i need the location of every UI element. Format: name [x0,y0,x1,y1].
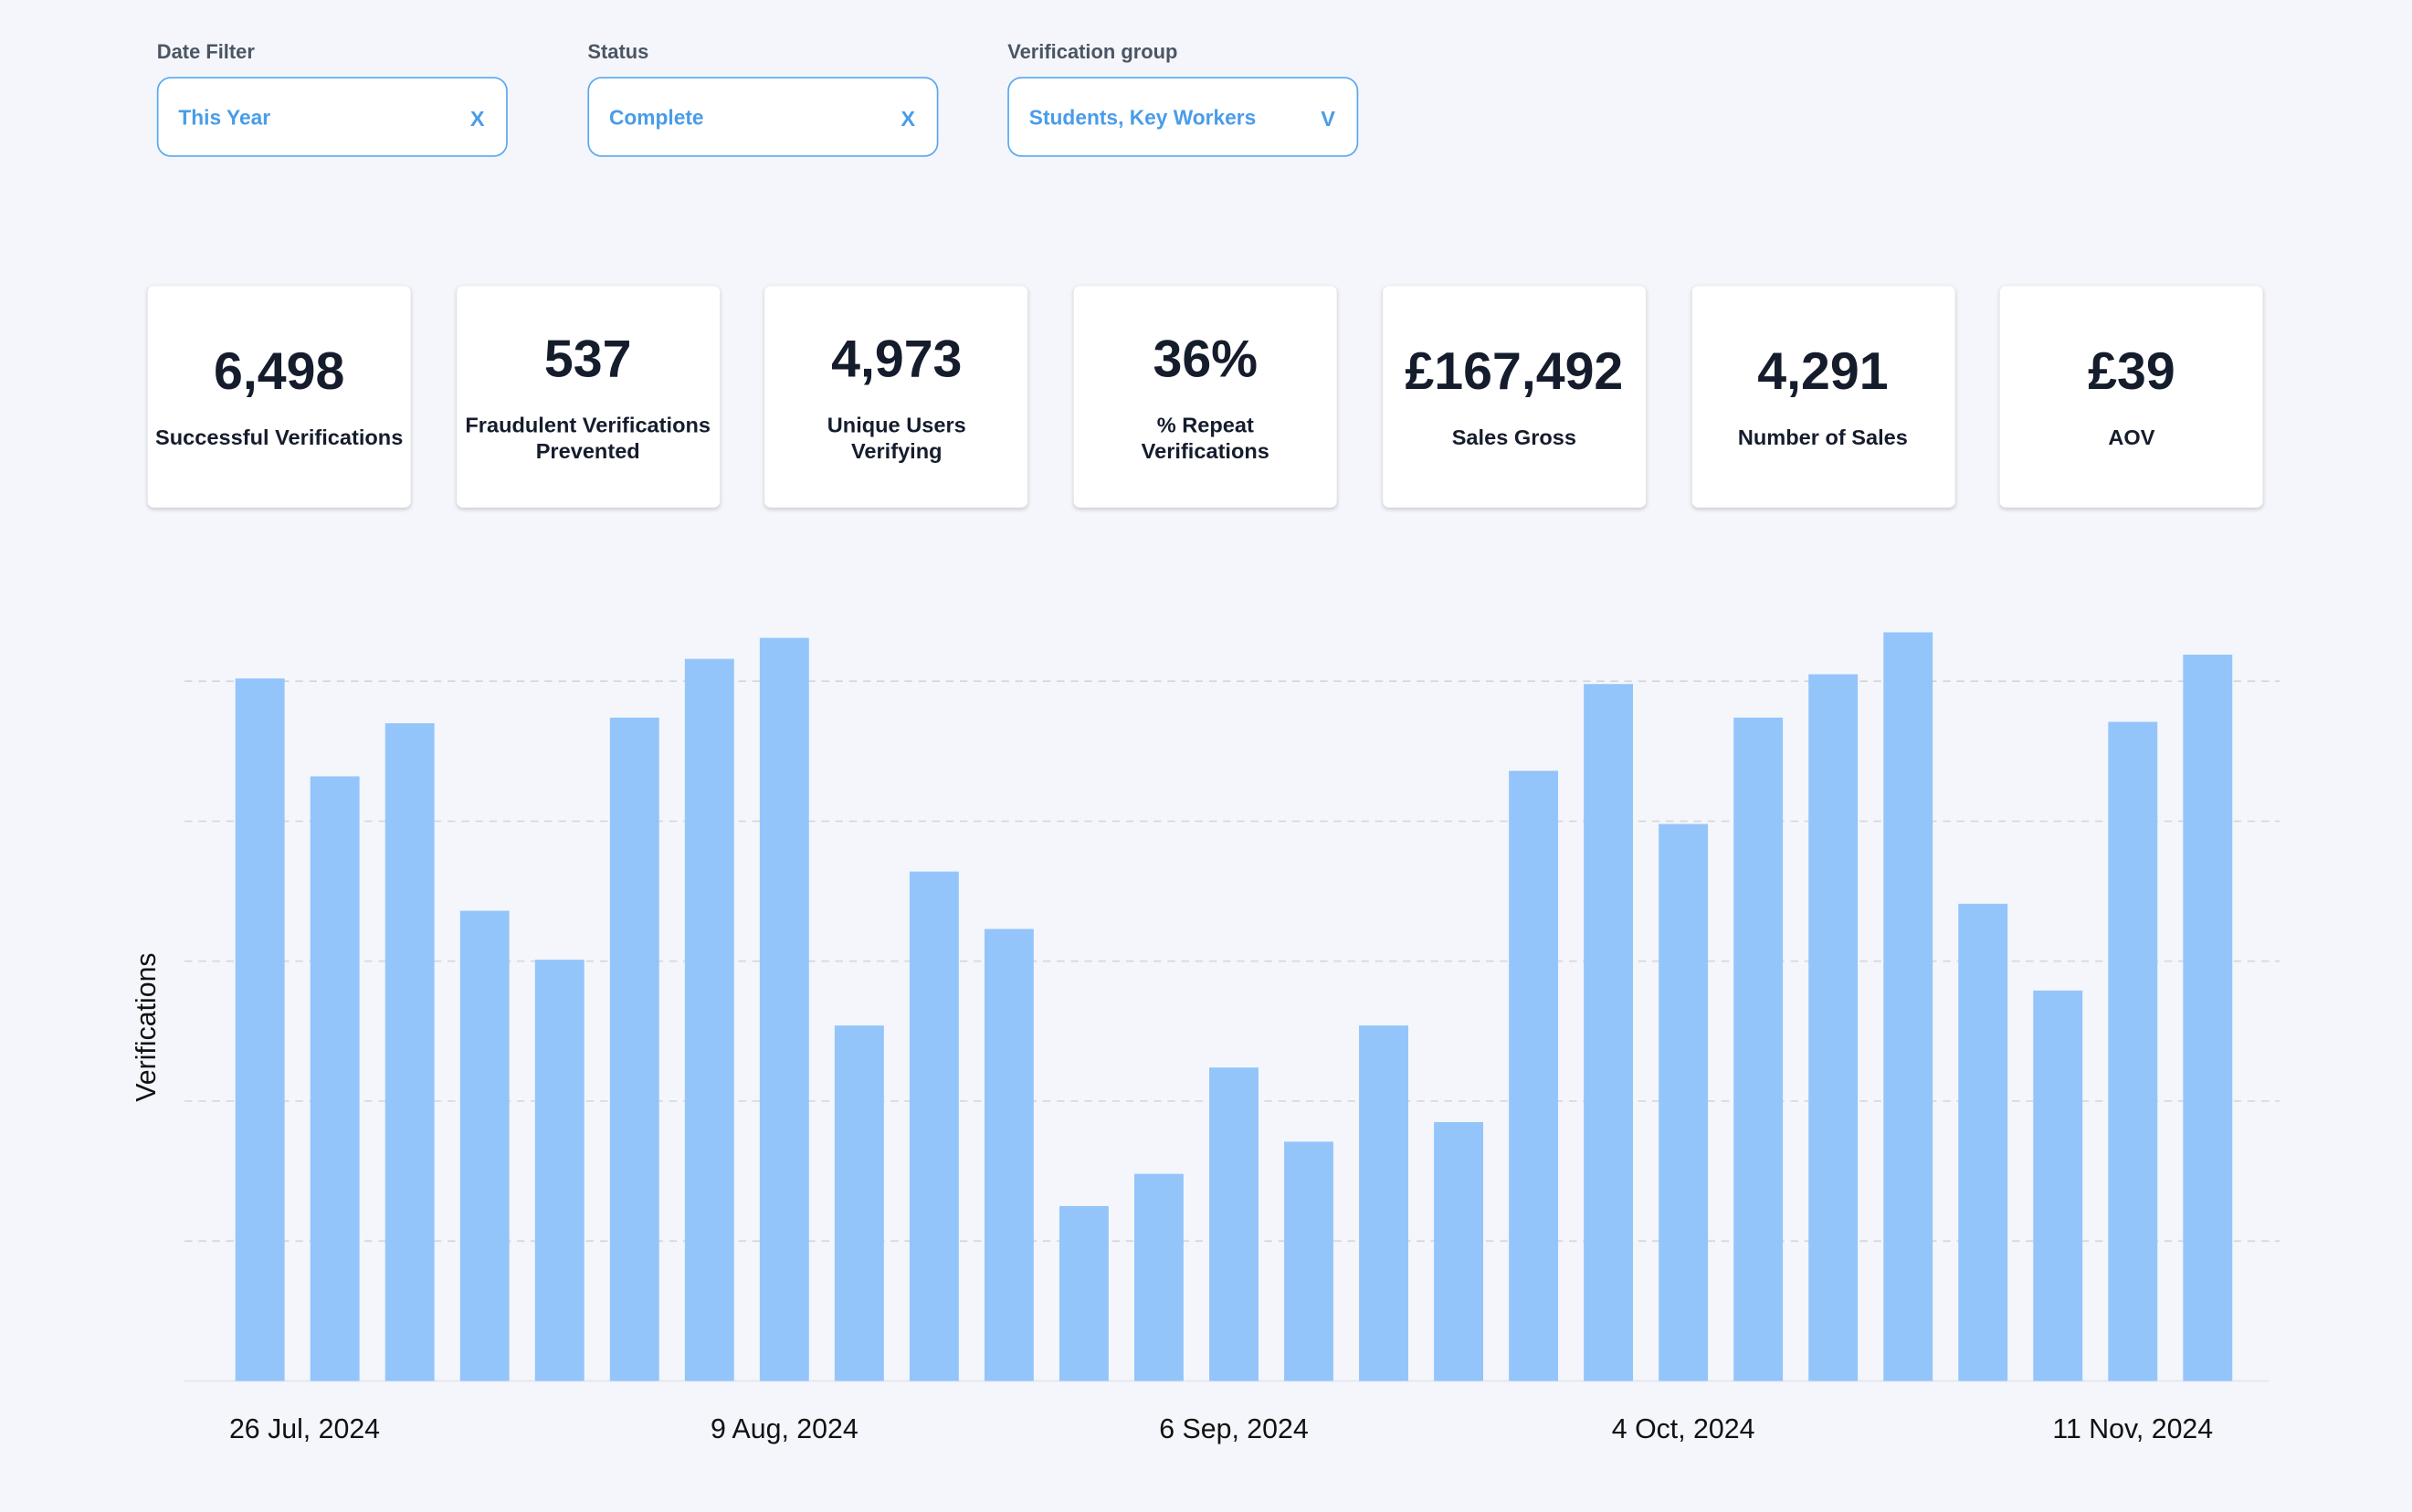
kpi-value: 4,973 [831,330,963,389]
kpi-card: 4,973 Unique Users Verifying [764,286,1028,508]
kpi-value: 537 [543,330,632,389]
kpi-value: 4,291 [1757,342,1889,402]
bar [984,929,1034,1381]
filter-icon[interactable]: V [1321,106,1335,131]
x-tick-label: 11 Nov, 2024 [2052,1414,2213,1444]
filter-label: Status [587,39,649,64]
kpi-value: £167,492 [1405,342,1624,402]
filter-select[interactable]: This Year X [156,77,508,157]
kpi-label: Unique Users Verifying [827,411,966,463]
bar [1509,771,1559,1381]
bar [1659,824,1709,1381]
filter-value: This Year [178,106,271,130]
filter-label: Date Filter [156,39,255,64]
bar [2033,990,2083,1381]
kpi-value: 36% [1153,330,1259,389]
kpi-card: 4,291 Number of Sales [1691,286,1954,508]
x-tick-label: 26 Jul, 2024 [229,1414,380,1444]
bar [1733,717,1784,1381]
bar [1808,674,1859,1381]
filter-icon[interactable]: X [469,106,485,131]
kpi-card: £167,492 Sales Gross [1382,286,1646,508]
bar [310,776,360,1381]
filter-select[interactable]: Complete X [587,77,939,157]
filter-value: Complete [608,106,704,130]
bar [235,678,285,1381]
x-tick-label: 6 Sep, 2024 [1159,1414,1308,1444]
y-axis-label: Verifications [132,952,162,1101]
x-tick-label: 9 Aug, 2024 [711,1414,858,1444]
bar [1584,684,1634,1381]
kpi-label: % Repeat Verifications [1141,411,1269,463]
filter-value: Students, Key Workers [1028,106,1257,130]
kpi-label: Fraudulent Verifications Prevented [465,411,711,463]
bar [909,871,959,1381]
kpi-label: AOV [2108,424,2155,449]
filter-icon[interactable]: X [901,106,916,131]
bar [384,723,435,1381]
bar [1434,1121,1484,1381]
bar [1284,1141,1333,1381]
kpi-card: 6,498 Successful Verifications [147,286,411,508]
kpi-card: £39 AOV [1999,286,2263,508]
bar [1958,903,2008,1381]
kpi-value: £39 [2088,342,2175,402]
kpi-label: Number of Sales [1737,424,1908,449]
chart: Verifications 26 Jul, 2024 9 Aug, 2024 6 Se… [132,632,2280,1444]
kpi-value: 6,498 [214,342,345,402]
bar [534,960,585,1381]
filter-select[interactable]: Students, Key Workers V [1007,77,1359,157]
filter-label: Verification group [1007,39,1178,64]
kpi-card: 36% % Repeat Verifications [1073,286,1337,508]
bar [2183,655,2233,1381]
kpi-label: Successful Verifications [155,424,404,449]
bar [1883,632,1933,1381]
bar [2108,721,2158,1381]
bar [1059,1205,1109,1381]
bar [834,1025,884,1381]
bar [609,717,659,1381]
x-tick-label: 4 Oct, 2024 [1612,1414,1755,1444]
kpi-card: 537 Fraudulent Verifications Prevented [456,286,720,508]
kpi-label: Sales Gross [1451,424,1577,449]
bar [759,637,809,1381]
bar [1134,1173,1184,1381]
bar [1359,1025,1408,1381]
bar [459,910,510,1381]
bar [684,658,734,1381]
bar [1209,1067,1259,1381]
